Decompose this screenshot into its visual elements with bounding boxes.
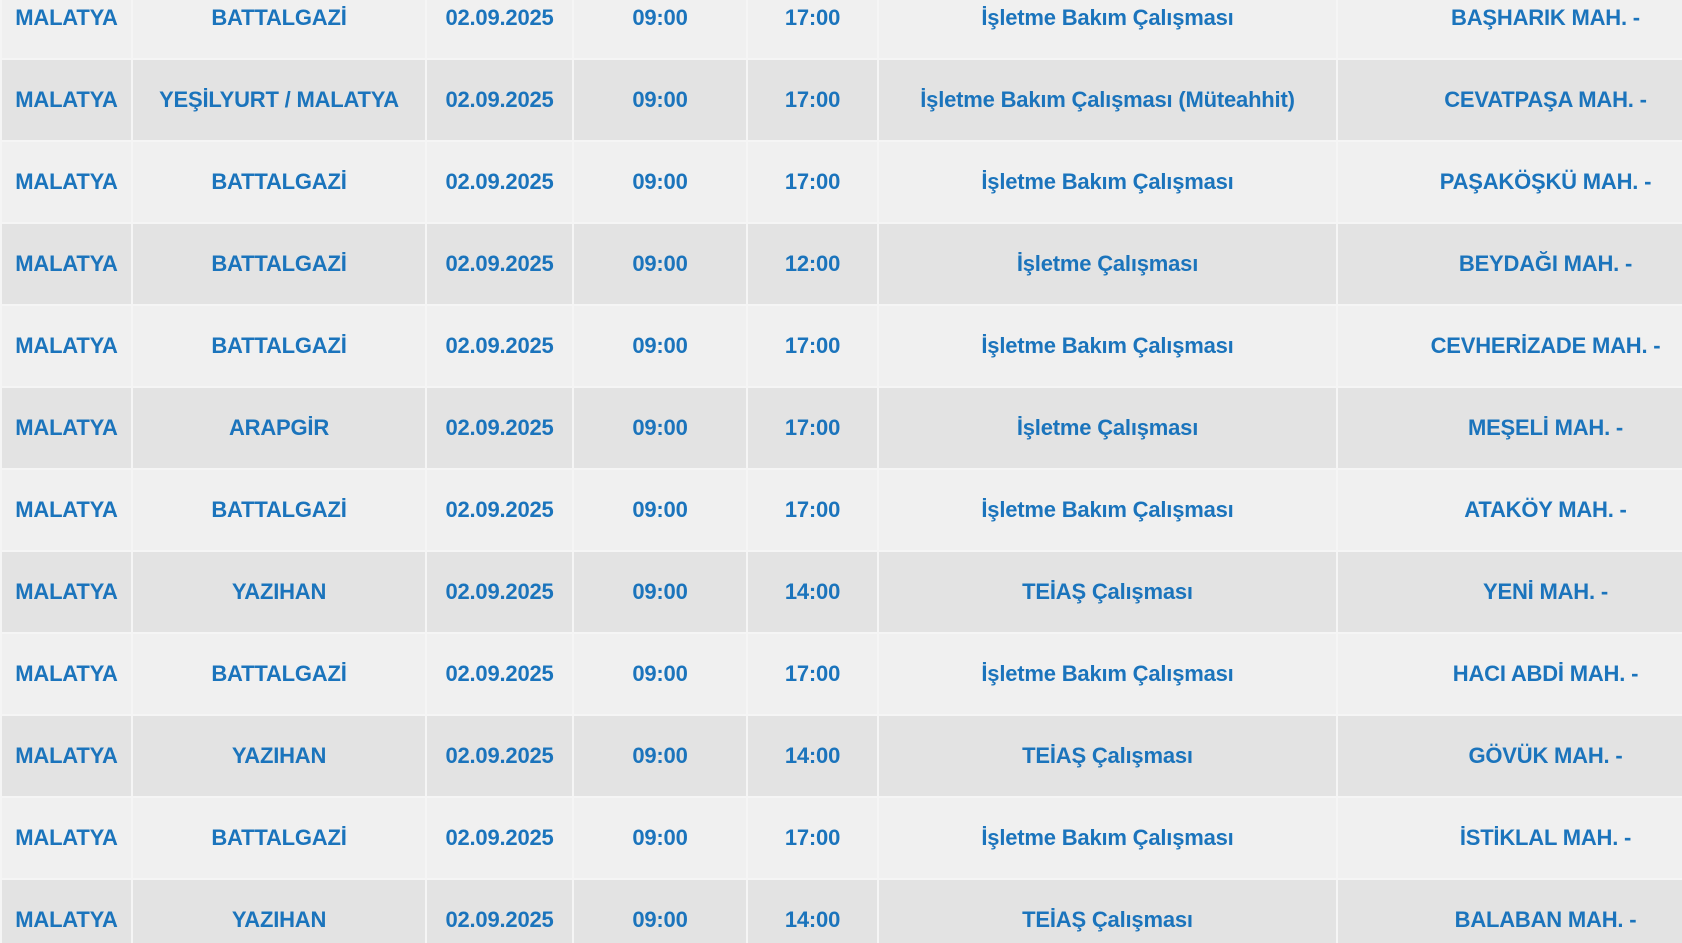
table-row: MALATYA BATTALGAZİ 02.09.2025 09:00 17:0… xyxy=(2,306,1682,386)
table-row: MALATYA BATTALGAZİ 02.09.2025 09:00 17:0… xyxy=(2,798,1682,878)
reason-cell: TEİAŞ Çalışması xyxy=(879,552,1336,632)
date-cell: 02.09.2025 xyxy=(427,716,572,796)
district-cell: BATTALGAZİ xyxy=(133,142,425,222)
district-cell: BATTALGAZİ xyxy=(133,634,425,714)
city-cell: MALATYA xyxy=(2,880,131,943)
end-time-cell: 17:00 xyxy=(748,470,877,550)
start-time-cell: 09:00 xyxy=(574,60,746,140)
end-time-cell: 17:00 xyxy=(748,388,877,468)
date-cell: 02.09.2025 xyxy=(427,60,572,140)
district-cell: BATTALGAZİ xyxy=(133,470,425,550)
end-time-cell: 14:00 xyxy=(748,552,877,632)
city-cell: MALATYA xyxy=(2,470,131,550)
neighborhood-cell: HACI ABDİ MAH. - xyxy=(1338,634,1682,714)
table-row: MALATYA ARAPGİR 02.09.2025 09:00 17:00 İ… xyxy=(2,388,1682,468)
city-cell: MALATYA xyxy=(2,798,131,878)
district-cell: BATTALGAZİ xyxy=(133,0,425,58)
date-cell: 02.09.2025 xyxy=(427,388,572,468)
neighborhood-cell: CEVATPAŞA MAH. - xyxy=(1338,60,1682,140)
neighborhood-cell: ATAKÖY MAH. - xyxy=(1338,470,1682,550)
table-row: MALATYA BATTALGAZİ 02.09.2025 09:00 17:0… xyxy=(2,142,1682,222)
end-time-cell: 17:00 xyxy=(748,306,877,386)
date-cell: 02.09.2025 xyxy=(427,880,572,943)
reason-cell: İşletme Bakım Çalışması (Müteahhit) xyxy=(879,60,1336,140)
city-cell: MALATYA xyxy=(2,142,131,222)
start-time-cell: 09:00 xyxy=(574,470,746,550)
end-time-cell: 17:00 xyxy=(748,798,877,878)
table-row: MALATYA BATTALGAZİ 02.09.2025 09:00 17:0… xyxy=(2,470,1682,550)
start-time-cell: 09:00 xyxy=(574,634,746,714)
neighborhood-cell: BALABAN MAH. - xyxy=(1338,880,1682,943)
city-cell: MALATYA xyxy=(2,716,131,796)
date-cell: 02.09.2025 xyxy=(427,306,572,386)
table-row: MALATYA BATTALGAZİ 02.09.2025 09:00 17:0… xyxy=(2,0,1682,58)
district-cell: ARAPGİR xyxy=(133,388,425,468)
reason-cell: İşletme Çalışması xyxy=(879,224,1336,304)
start-time-cell: 09:00 xyxy=(574,142,746,222)
city-cell: MALATYA xyxy=(2,306,131,386)
table-row: MALATYA YAZIHAN 02.09.2025 09:00 14:00 T… xyxy=(2,552,1682,632)
end-time-cell: 17:00 xyxy=(748,142,877,222)
reason-cell: TEİAŞ Çalışması xyxy=(879,880,1336,943)
reason-cell: İşletme Bakım Çalışması xyxy=(879,470,1336,550)
neighborhood-cell: YENİ MAH. - xyxy=(1338,552,1682,632)
table-row: MALATYA YEŞİLYURT / MALATYA 02.09.2025 0… xyxy=(2,60,1682,140)
city-cell: MALATYA xyxy=(2,0,131,58)
date-cell: 02.09.2025 xyxy=(427,798,572,878)
end-time-cell: 17:00 xyxy=(748,0,877,58)
neighborhood-cell: BEYDAĞI MAH. - xyxy=(1338,224,1682,304)
start-time-cell: 09:00 xyxy=(574,388,746,468)
table-row: MALATYA BATTALGAZİ 02.09.2025 09:00 17:0… xyxy=(2,634,1682,714)
start-time-cell: 09:00 xyxy=(574,224,746,304)
district-cell: YAZIHAN xyxy=(133,716,425,796)
end-time-cell: 12:00 xyxy=(748,224,877,304)
end-time-cell: 14:00 xyxy=(748,716,877,796)
city-cell: MALATYA xyxy=(2,60,131,140)
reason-cell: İşletme Bakım Çalışması xyxy=(879,142,1336,222)
city-cell: MALATYA xyxy=(2,388,131,468)
start-time-cell: 09:00 xyxy=(574,306,746,386)
reason-cell: İşletme Bakım Çalışması xyxy=(879,306,1336,386)
district-cell: YEŞİLYURT / MALATYA xyxy=(133,60,425,140)
date-cell: 02.09.2025 xyxy=(427,142,572,222)
city-cell: MALATYA xyxy=(2,552,131,632)
end-time-cell: 17:00 xyxy=(748,60,877,140)
table-row: MALATYA YAZIHAN 02.09.2025 09:00 14:00 T… xyxy=(2,880,1682,943)
neighborhood-cell: GÖVÜK MAH. - xyxy=(1338,716,1682,796)
date-cell: 02.09.2025 xyxy=(427,224,572,304)
start-time-cell: 09:00 xyxy=(574,0,746,58)
date-cell: 02.09.2025 xyxy=(427,470,572,550)
city-cell: MALATYA xyxy=(2,224,131,304)
start-time-cell: 09:00 xyxy=(574,552,746,632)
neighborhood-cell: MEŞELİ MAH. - xyxy=(1338,388,1682,468)
date-cell: 02.09.2025 xyxy=(427,0,572,58)
reason-cell: TEİAŞ Çalışması xyxy=(879,716,1336,796)
end-time-cell: 17:00 xyxy=(748,634,877,714)
start-time-cell: 09:00 xyxy=(574,716,746,796)
neighborhood-cell: PAŞAKÖŞKÜ MAH. - xyxy=(1338,142,1682,222)
neighborhood-cell: BAŞHARIK MAH. - xyxy=(1338,0,1682,58)
date-cell: 02.09.2025 xyxy=(427,552,572,632)
table-row: MALATYA BATTALGAZİ 02.09.2025 09:00 12:0… xyxy=(2,224,1682,304)
neighborhood-cell: İSTİKLAL MAH. - xyxy=(1338,798,1682,878)
district-cell: BATTALGAZİ xyxy=(133,798,425,878)
reason-cell: İşletme Bakım Çalışması xyxy=(879,798,1336,878)
date-cell: 02.09.2025 xyxy=(427,634,572,714)
neighborhood-cell: CEVHERİZADE MAH. - xyxy=(1338,306,1682,386)
end-time-cell: 14:00 xyxy=(748,880,877,943)
start-time-cell: 09:00 xyxy=(574,798,746,878)
district-cell: BATTALGAZİ xyxy=(133,306,425,386)
reason-cell: İşletme Bakım Çalışması xyxy=(879,634,1336,714)
district-cell: BATTALGAZİ xyxy=(133,224,425,304)
reason-cell: İşletme Bakım Çalışması xyxy=(879,0,1336,58)
table-row: MALATYA YAZIHAN 02.09.2025 09:00 14:00 T… xyxy=(2,716,1682,796)
city-cell: MALATYA xyxy=(2,634,131,714)
district-cell: YAZIHAN xyxy=(133,552,425,632)
district-cell: YAZIHAN xyxy=(133,880,425,943)
reason-cell: İşletme Çalışması xyxy=(879,388,1336,468)
start-time-cell: 09:00 xyxy=(574,880,746,943)
